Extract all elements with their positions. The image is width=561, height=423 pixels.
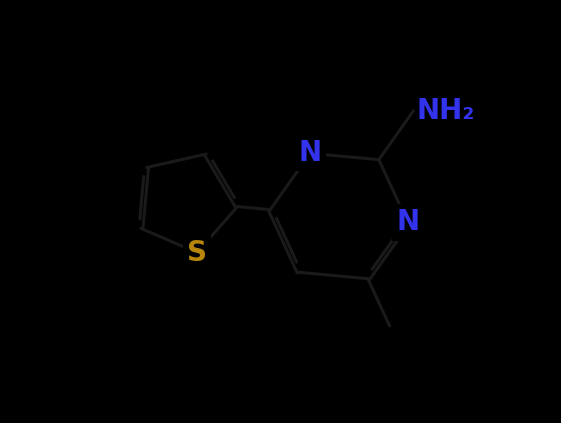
Text: N: N <box>396 209 419 236</box>
Text: S: S <box>187 239 207 266</box>
Text: NH₂: NH₂ <box>416 97 475 125</box>
Text: N: N <box>298 139 321 168</box>
